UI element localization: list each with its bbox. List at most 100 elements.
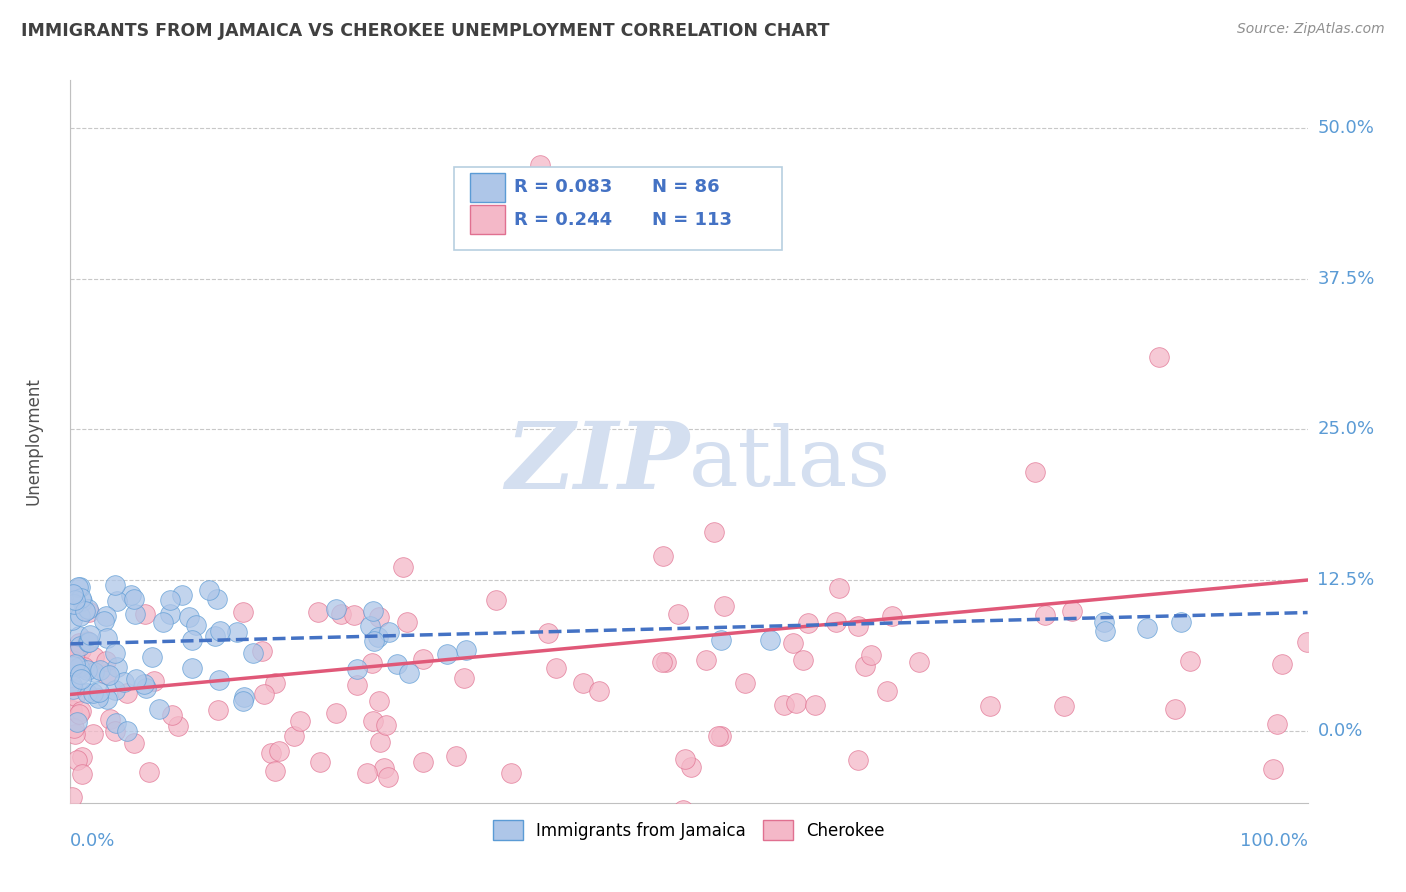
Point (65, 727, 87, 741)
Point (1147, 350, 1170, 364)
Point (707, 729, 730, 743)
Point (710, 729, 733, 743)
Point (82, 727, 104, 741)
Point (1092, 615, 1115, 630)
Point (69, 666, 91, 681)
Point (177, 610, 200, 624)
Point (148, 702, 170, 716)
Point (124, 672, 146, 686)
Point (134, 607, 156, 621)
Point (908, 655, 931, 669)
Point (70, 749, 93, 764)
Point (825, 615, 848, 629)
Point (69, 580, 91, 594)
Point (70, 766, 93, 780)
Point (283, 729, 305, 743)
Point (444, 749, 467, 764)
Point (232, 693, 254, 707)
Point (82, 686, 104, 700)
Point (651, 549, 673, 564)
Point (734, 676, 756, 690)
Point (65, 657, 87, 671)
Point (782, 636, 804, 650)
Point (60, 663, 83, 677)
Point (804, 698, 827, 712)
Point (96, 692, 118, 706)
Point (979, 699, 1001, 714)
Point (67, 629, 90, 643)
Point (77, 602, 100, 616)
Point (1033, 608, 1056, 623)
Point (860, 648, 883, 662)
Point (398, 666, 420, 681)
Point (105, 594, 128, 608)
Point (60, 653, 83, 667)
Point (104, 716, 127, 731)
Point (159, 607, 181, 621)
Point (159, 593, 181, 607)
Point (62, 587, 84, 601)
Point (378, 625, 401, 640)
Point (666, 607, 689, 621)
Point (94, 609, 117, 624)
Point (60, 790, 83, 805)
Point (104, 723, 127, 738)
Point (681, 760, 703, 774)
Point (69, 639, 91, 653)
Point (124, 607, 146, 621)
Text: 0.0%: 0.0% (70, 831, 115, 850)
Point (67, 636, 90, 650)
Point (124, 736, 146, 750)
Point (112, 675, 135, 690)
Point (882, 609, 904, 624)
Bar (470, 173, 505, 202)
Text: ZIP: ZIP (505, 418, 689, 508)
Point (60, 703, 83, 717)
Point (343, 607, 366, 622)
Point (672, 804, 695, 818)
Point (263, 676, 285, 690)
Point (572, 676, 595, 690)
Point (87, 690, 110, 705)
Point (654, 655, 676, 669)
Point (180, 633, 202, 648)
Point (703, 524, 725, 539)
Legend: Immigrants from Jamaica, Cherokee: Immigrants from Jamaica, Cherokee (485, 812, 893, 848)
Point (759, 632, 782, 647)
Point (83, 665, 105, 680)
Point (1263, 762, 1285, 776)
Point (1060, 604, 1083, 618)
Point (152, 615, 174, 630)
Point (232, 690, 254, 704)
Point (77, 634, 100, 648)
Point (363, 604, 385, 618)
Point (63, 721, 86, 735)
Point (67, 660, 90, 674)
Point (141, 650, 163, 665)
Point (104, 578, 127, 592)
Point (412, 755, 434, 769)
Point (1024, 465, 1046, 479)
Point (785, 697, 807, 711)
Point (673, 752, 696, 766)
Point (253, 687, 276, 701)
Point (79, 605, 101, 619)
Point (207, 703, 229, 717)
Point (325, 601, 347, 615)
Text: 25.0%: 25.0% (1317, 420, 1375, 439)
Point (773, 698, 796, 713)
Point (288, 714, 311, 729)
Point (242, 646, 264, 660)
Point (204, 629, 226, 643)
Text: 50.0%: 50.0% (1317, 120, 1374, 137)
Point (87, 685, 110, 699)
Point (651, 655, 673, 669)
Point (250, 643, 273, 657)
Point (120, 588, 142, 602)
Point (412, 651, 434, 665)
Point (367, 610, 389, 624)
Point (63, 593, 86, 607)
Point (98, 712, 121, 726)
Point (346, 662, 368, 676)
Point (142, 673, 165, 688)
